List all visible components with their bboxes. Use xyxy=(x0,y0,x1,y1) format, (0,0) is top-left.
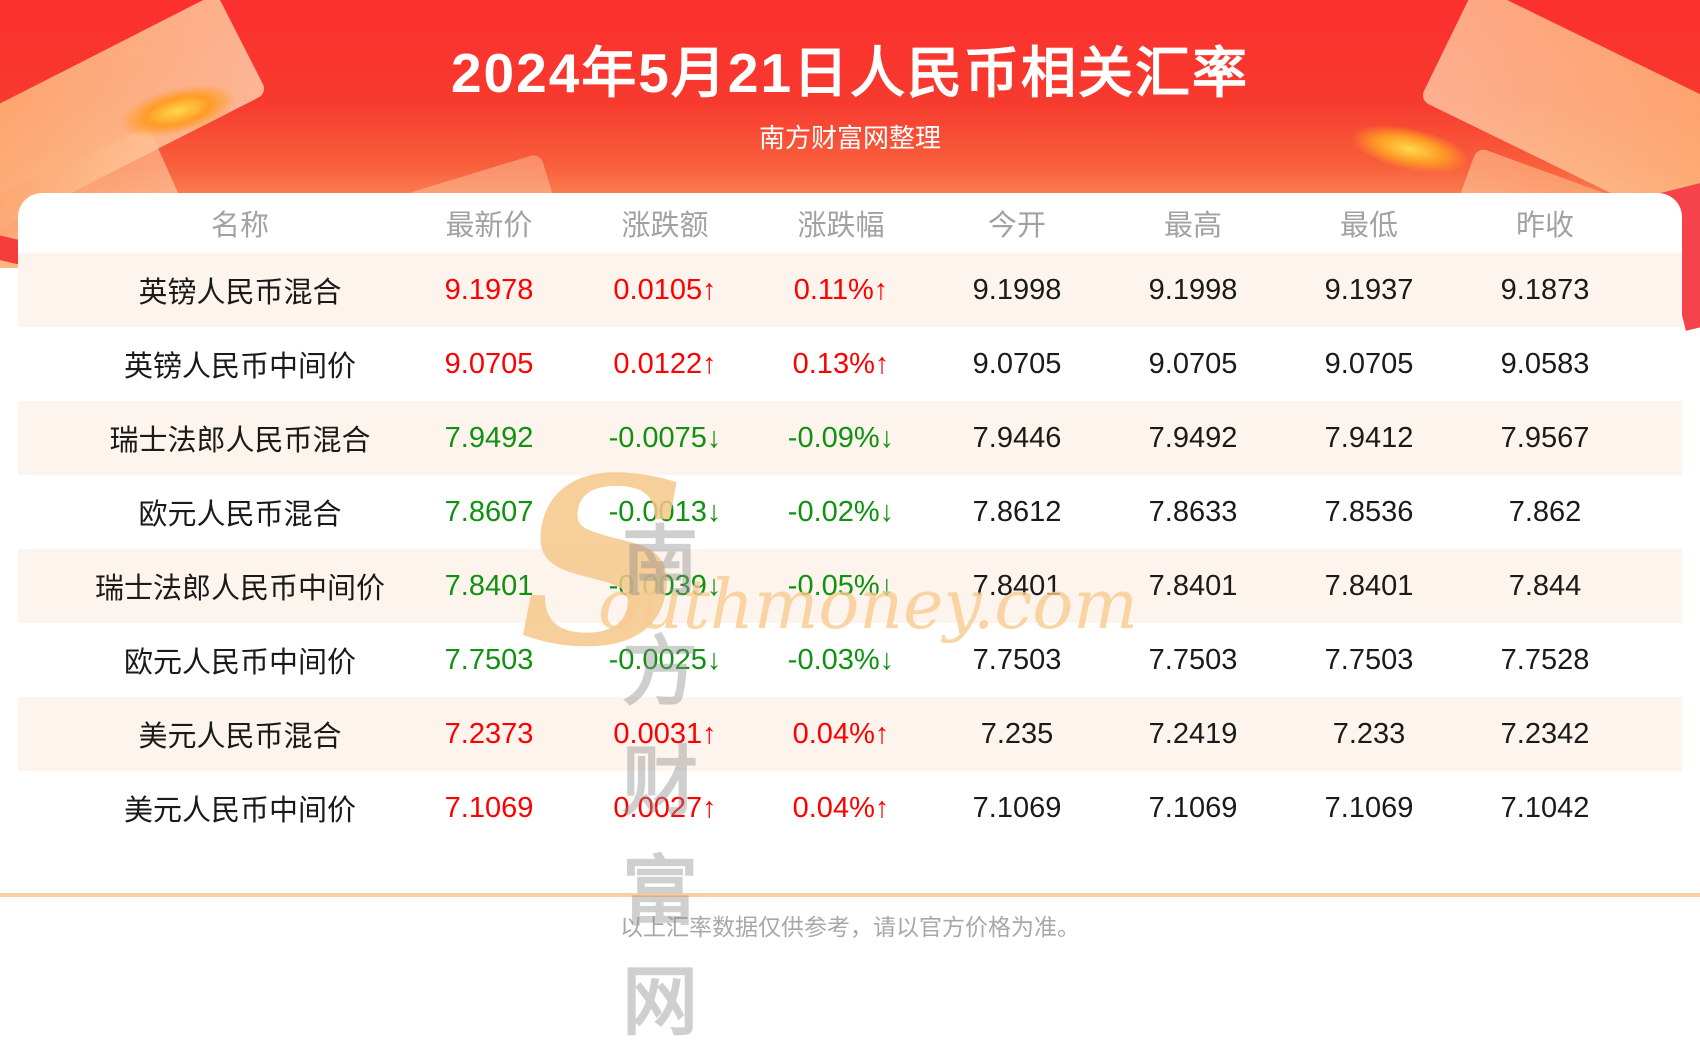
change-amount: -0.0025↓ xyxy=(608,643,722,676)
row-spacer xyxy=(1633,549,1682,623)
column-header-5: 今开 xyxy=(987,210,1046,242)
open-price: 9.0705 xyxy=(972,347,1062,380)
prev-close: 7.7528 xyxy=(1500,643,1590,676)
low-price: 7.9412 xyxy=(1281,401,1457,475)
change-percent: -0.09%↓ xyxy=(753,401,929,475)
high-price: 9.0705 xyxy=(1148,347,1238,380)
latest-price: 7.9492 xyxy=(401,401,577,475)
row-spacer xyxy=(1633,771,1682,845)
table-row: 欧元人民币中间价 7.7503 -0.0025↓ -0.03%↓ 7.7503 7.750… xyxy=(18,623,1682,697)
footer-divider xyxy=(0,893,1700,897)
low-price: 9.0705 xyxy=(1324,347,1414,380)
open-price: 7.7503 xyxy=(972,643,1062,676)
high-price: 7.1069 xyxy=(1148,791,1238,824)
table-row: 美元人民币混合 7.2373 0.0031↑ 0.04%↑ 7.235 7.2419 7.2… xyxy=(18,697,1682,771)
header-spacer xyxy=(1633,193,1682,253)
prev-close: 7.2342 xyxy=(1457,697,1633,771)
open-price: 7.1069 xyxy=(972,791,1062,824)
high-price: 7.9492 xyxy=(1105,401,1281,475)
open-price: 7.9446 xyxy=(929,401,1105,475)
table-row: 欧元人民币混合 7.8607 -0.0013↓ -0.02%↓ 7.8612 7.8633… xyxy=(18,475,1682,549)
row-spacer xyxy=(1633,327,1682,401)
low-price: 7.1069 xyxy=(1324,791,1414,824)
open-price: 7.8612 xyxy=(972,495,1062,528)
high-price: 7.8401 xyxy=(1105,549,1281,623)
low-price: 7.8536 xyxy=(1324,495,1414,528)
currency-name: 欧元人民币中间价 xyxy=(123,647,356,679)
table-row: 瑞士法郎人民币中间价 7.8401 -0.0039↓ -0.05%↓ 7.8401 7.8… xyxy=(18,549,1682,623)
currency-name: 英镑人民币混合 xyxy=(18,253,401,327)
currency-name: 瑞士法郎人民币中间价 xyxy=(18,549,401,623)
footer-note: 以上汇率数据仅供参考，请以官方价格为准。 xyxy=(620,914,1080,940)
open-price: 9.1998 xyxy=(929,253,1105,327)
row-spacer xyxy=(1633,475,1682,549)
change-percent: 0.04%↑ xyxy=(792,791,890,824)
table-row: 瑞士法郎人民币混合 7.9492 -0.0075↓ -0.09%↓ 7.9446 7.94… xyxy=(18,401,1682,475)
table-row: 美元人民币中间价 7.1069 0.0027↑ 0.04%↑ 7.1069 7.1069 7… xyxy=(18,771,1682,845)
prev-close: 7.844 xyxy=(1457,549,1633,623)
low-price: 9.1937 xyxy=(1281,253,1457,327)
page-title: 2024年5月21日人民币相关汇率 xyxy=(450,42,1250,104)
change-percent: -0.03%↓ xyxy=(787,643,895,676)
row-spacer xyxy=(1633,253,1682,327)
table-row: 英镑人民币混合 9.1978 0.0105↑ 0.11%↑ 9.1998 9.1998 9.… xyxy=(18,253,1682,327)
latest-price: 7.7503 xyxy=(444,643,534,676)
currency-name: 美元人民币中间价 xyxy=(123,795,356,827)
rates-table-card: 名称 最新价 涨跌额 涨跌幅 今开 最高 最低 昨收 英镑人民币混合 9.1978 0.0105↑… xyxy=(18,193,1682,845)
change-amount: 0.0105↑ xyxy=(577,253,753,327)
row-spacer xyxy=(1633,401,1682,475)
prev-close: 9.0583 xyxy=(1500,347,1590,380)
latest-price: 7.1069 xyxy=(444,791,534,824)
high-price: 7.8633 xyxy=(1148,495,1238,528)
currency-name: 瑞士法郎人民币混合 xyxy=(18,401,401,475)
latest-price: 7.8607 xyxy=(444,495,534,528)
table-row: 英镑人民币中间价 9.0705 0.0122↑ 0.13%↑ 9.0705 9.0705 9… xyxy=(18,327,1682,401)
change-amount: 0.0027↑ xyxy=(613,791,717,824)
change-percent: 0.04%↑ xyxy=(753,697,929,771)
column-header-1: 名称 xyxy=(210,210,269,242)
open-price: 7.235 xyxy=(929,697,1105,771)
row-spacer xyxy=(1633,623,1682,697)
currency-name: 欧元人民币混合 xyxy=(138,499,342,531)
open-price: 7.8401 xyxy=(929,549,1105,623)
prev-close: 7.1042 xyxy=(1500,791,1590,824)
prev-close: 7.862 xyxy=(1508,495,1582,528)
prev-close: 7.9567 xyxy=(1457,401,1633,475)
latest-price: 9.0705 xyxy=(444,347,534,380)
currency-name: 英镑人民币中间价 xyxy=(123,351,356,383)
table-header-row: 名称 最新价 涨跌额 涨跌幅 今开 最高 最低 昨收 xyxy=(18,193,1682,253)
high-price: 7.7503 xyxy=(1148,643,1238,676)
change-percent: 0.13%↑ xyxy=(792,347,890,380)
high-price: 9.1998 xyxy=(1105,253,1281,327)
change-amount: 0.0031↑ xyxy=(577,697,753,771)
low-price: 7.7503 xyxy=(1324,643,1414,676)
prev-close: 9.1873 xyxy=(1457,253,1633,327)
currency-name: 美元人民币混合 xyxy=(18,697,401,771)
change-percent: -0.05%↓ xyxy=(753,549,929,623)
change-amount: -0.0075↓ xyxy=(577,401,753,475)
latest-price: 9.1978 xyxy=(401,253,577,327)
column-header-4: 涨跌幅 xyxy=(797,210,885,242)
change-amount: 0.0122↑ xyxy=(613,347,717,380)
latest-price: 7.2373 xyxy=(401,697,577,771)
rates-table: 名称 最新价 涨跌额 涨跌幅 今开 最高 最低 昨收 英镑人民币混合 9.1978 0.0105↑… xyxy=(18,193,1682,845)
row-spacer xyxy=(1633,697,1682,771)
change-percent: 0.11%↑ xyxy=(753,253,929,327)
change-amount: -0.0013↓ xyxy=(608,495,722,528)
column-header-2: 最新价 xyxy=(445,210,533,242)
column-header-3: 涨跌额 xyxy=(621,210,709,242)
change-amount: -0.0039↓ xyxy=(577,549,753,623)
change-percent: -0.02%↓ xyxy=(787,495,895,528)
latest-price: 7.8401 xyxy=(401,549,577,623)
column-header-8: 昨收 xyxy=(1515,210,1574,242)
low-price: 7.8401 xyxy=(1281,549,1457,623)
column-header-6: 最高 xyxy=(1163,210,1222,242)
page-subtitle: 南方财富网整理 xyxy=(758,123,941,153)
low-price: 7.233 xyxy=(1281,697,1457,771)
column-header-7: 最低 xyxy=(1339,210,1398,242)
high-price: 7.2419 xyxy=(1105,697,1281,771)
